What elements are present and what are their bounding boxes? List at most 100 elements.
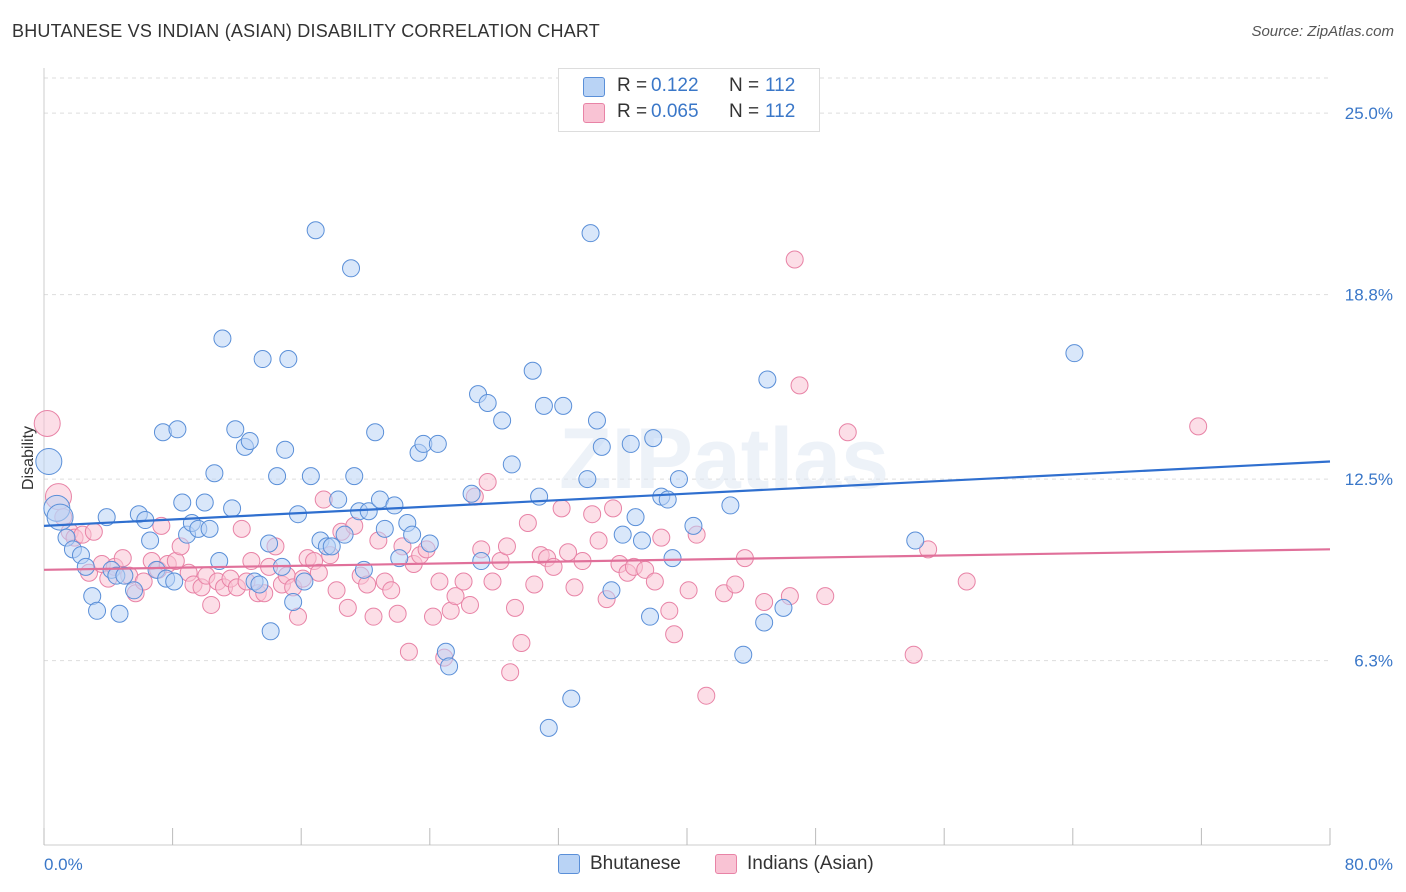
data-point: [472, 552, 491, 571]
data-point: [1189, 417, 1208, 436]
data-point: [165, 572, 184, 591]
legend-swatch-pink: [583, 103, 605, 123]
data-point: [587, 411, 606, 430]
series-legend: Bhutanese Indians (Asian): [0, 852, 1406, 878]
data-point: [697, 686, 716, 705]
data-point: [602, 581, 621, 600]
data-point: [388, 604, 407, 623]
data-point: [205, 464, 224, 483]
data-point: [195, 493, 214, 512]
data-point: [309, 563, 328, 582]
data-point: [565, 578, 584, 597]
data-point: [253, 350, 272, 369]
data-point: [242, 552, 261, 571]
data-point: [626, 508, 645, 527]
n-value: 112: [765, 101, 796, 122]
data-point: [260, 534, 279, 553]
n-label: N =: [729, 75, 760, 96]
data-point: [774, 598, 793, 617]
y-tick-labels: 6.3% 12.5% 18.8% 25.0%: [1345, 104, 1393, 670]
data-point: [512, 634, 531, 653]
data-point: [276, 440, 295, 459]
data-point: [589, 531, 608, 550]
data-point: [141, 531, 160, 550]
data-point: [460, 595, 479, 614]
data-point: [592, 437, 611, 456]
data-point: [525, 575, 544, 594]
y-tick-label: 18.8%: [1345, 286, 1393, 305]
trend-lines: [43, 460, 1331, 571]
data-point: [919, 540, 938, 559]
legend-swatch-pink: [715, 854, 737, 874]
data-point: [301, 467, 320, 486]
r-value: 0.065: [651, 101, 699, 122]
data-point: [390, 549, 409, 568]
data-point: [755, 613, 774, 632]
data-point: [110, 604, 129, 623]
data-point: [403, 525, 422, 544]
data-point: [173, 493, 192, 512]
data-point: [562, 689, 581, 708]
data-point: [342, 259, 361, 278]
series-indians-asian: [33, 250, 1208, 705]
data-point: [358, 575, 377, 594]
data-point: [581, 224, 600, 243]
data-point: [505, 598, 524, 617]
trend-line-bhutanese: [43, 460, 1331, 528]
data-point: [539, 718, 558, 737]
legend-swatch-blue: [558, 854, 580, 874]
data-point: [501, 663, 520, 682]
data-point: [518, 513, 537, 532]
data-point: [295, 572, 314, 591]
data-point: [76, 557, 95, 576]
data-point: [399, 642, 418, 661]
data-point: [523, 361, 542, 380]
data-point: [790, 376, 809, 395]
data-point: [497, 537, 516, 556]
data-point: [478, 393, 497, 412]
data-point: [755, 593, 774, 612]
data-point: [200, 519, 219, 538]
r-value: 0.122: [651, 75, 699, 96]
data-point: [428, 434, 447, 453]
data-point: [210, 552, 229, 571]
data-point: [366, 423, 385, 442]
data-point: [250, 575, 269, 594]
data-point: [604, 499, 623, 518]
data-point: [97, 508, 116, 527]
data-point: [758, 370, 777, 389]
data-point: [734, 645, 753, 664]
data-point: [684, 516, 703, 535]
data-point: [663, 549, 682, 568]
data-point: [493, 411, 512, 430]
y-axis-label: Disability: [20, 426, 37, 490]
data-point: [375, 519, 394, 538]
data-point: [721, 496, 740, 515]
data-point: [345, 467, 364, 486]
data-point: [554, 396, 573, 415]
legend-swatch-blue: [583, 77, 605, 97]
data-point: [359, 502, 378, 521]
r-label: R =: [617, 75, 648, 96]
data-point: [213, 329, 232, 348]
data-point: [632, 531, 651, 550]
data-point: [644, 429, 663, 448]
data-point: [1065, 344, 1084, 363]
data-point: [382, 581, 401, 600]
data-point: [679, 581, 698, 600]
data-point: [327, 581, 346, 600]
data-point: [226, 420, 245, 439]
data-point: [462, 484, 481, 503]
data-point: [906, 531, 925, 550]
data-point: [115, 566, 134, 585]
data-point: [454, 572, 473, 591]
y-tick-label: 12.5%: [1345, 470, 1393, 489]
data-point: [424, 607, 443, 626]
data-point: [168, 420, 187, 439]
data-point: [645, 572, 664, 591]
data-point: [478, 472, 497, 491]
data-point: [669, 470, 688, 489]
data-point: [84, 522, 103, 541]
data-point: [652, 528, 671, 547]
